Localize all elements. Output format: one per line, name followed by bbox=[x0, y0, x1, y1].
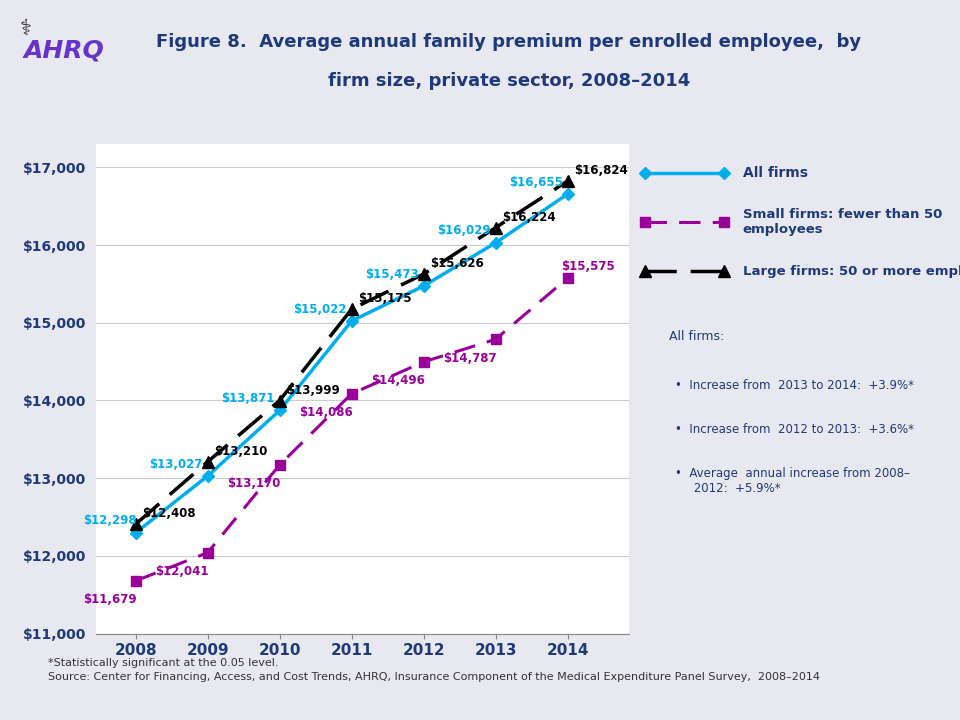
Text: Figure 8.  Average annual family premium per enrolled employee,  by: Figure 8. Average annual family premium … bbox=[156, 32, 861, 50]
Text: $16,224: $16,224 bbox=[502, 211, 556, 224]
Text: $14,496: $14,496 bbox=[371, 374, 424, 387]
Text: $13,210: $13,210 bbox=[214, 445, 268, 458]
Text: All firms:: All firms: bbox=[669, 330, 725, 343]
Text: $15,175: $15,175 bbox=[358, 292, 412, 305]
Text: $12,408: $12,408 bbox=[142, 507, 196, 521]
Text: $14,787: $14,787 bbox=[443, 351, 496, 364]
Text: •  Increase from  2013 to 2014:  +3.9%*: • Increase from 2013 to 2014: +3.9%* bbox=[675, 379, 914, 392]
Text: $13,170: $13,170 bbox=[227, 477, 280, 490]
Text: firm size, private sector, 2008–2014: firm size, private sector, 2008–2014 bbox=[327, 73, 690, 91]
Text: $16,824: $16,824 bbox=[574, 164, 628, 177]
Text: $12,041: $12,041 bbox=[155, 565, 208, 578]
Text: $13,871: $13,871 bbox=[221, 392, 275, 405]
Text: $11,679: $11,679 bbox=[83, 593, 136, 606]
Text: AHRQ: AHRQ bbox=[24, 38, 105, 62]
Text: *Statistically significant at the 0.05 level.: *Statistically significant at the 0.05 l… bbox=[48, 658, 278, 668]
Text: $12,298: $12,298 bbox=[83, 514, 136, 527]
Text: Source: Center for Financing, Access, and Cost Trends, AHRQ, Insurance Component: Source: Center for Financing, Access, an… bbox=[48, 672, 820, 683]
Text: $13,999: $13,999 bbox=[286, 384, 340, 397]
Text: Small firms: fewer than 50 employees: Small firms: fewer than 50 employees bbox=[743, 208, 942, 236]
Text: $15,626: $15,626 bbox=[430, 257, 484, 270]
Text: $15,473: $15,473 bbox=[365, 268, 419, 281]
Text: $14,086: $14,086 bbox=[299, 406, 352, 419]
Text: $16,655: $16,655 bbox=[509, 176, 564, 189]
Text: $15,022: $15,022 bbox=[293, 302, 347, 315]
Text: •  Increase from  2012 to 2013:  +3.6%*: • Increase from 2012 to 2013: +3.6%* bbox=[675, 423, 914, 436]
Text: $13,027: $13,027 bbox=[149, 458, 203, 471]
Text: •  Average  annual increase from 2008–
     2012:  +5.9%*: • Average annual increase from 2008– 201… bbox=[675, 467, 910, 495]
Text: $16,029: $16,029 bbox=[437, 225, 491, 238]
Text: $15,575: $15,575 bbox=[561, 260, 614, 273]
Text: All firms: All firms bbox=[743, 166, 808, 181]
Text: Large firms: 50 or more employees: Large firms: 50 or more employees bbox=[743, 265, 960, 278]
Text: ⚕: ⚕ bbox=[19, 19, 31, 39]
